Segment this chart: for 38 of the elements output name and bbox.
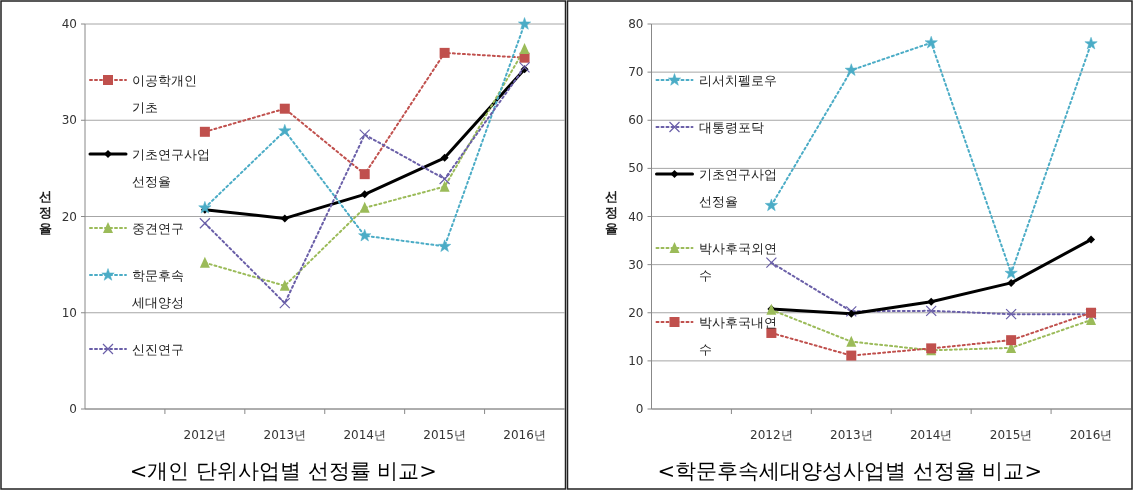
y-tick-label: 30 bbox=[61, 113, 77, 128]
y-tick-label: 80 bbox=[628, 17, 644, 31]
x-tick-label: 2014년 bbox=[909, 428, 953, 442]
x-tick-label: 2012년 bbox=[183, 428, 227, 442]
legend-label: 이공학개인 기초 bbox=[132, 73, 197, 115]
y-tick-label: 40 bbox=[628, 209, 644, 224]
y-tick-label: 20 bbox=[61, 209, 77, 224]
x-tick-label: 2015년 bbox=[423, 428, 466, 442]
legend-label: 학문후속 세대양성 bbox=[132, 268, 184, 310]
y-tick-label: 30 bbox=[628, 257, 644, 272]
y-tick-label: 10 bbox=[61, 305, 77, 320]
legend-label: 박사후국내연수 bbox=[698, 315, 777, 357]
x-tick-label: 2012년 bbox=[750, 428, 793, 442]
y-tick-label: 50 bbox=[628, 161, 644, 176]
y-axis-title: 선정율 bbox=[605, 188, 618, 236]
x-tick-label: 2015년 bbox=[989, 428, 1033, 442]
x-tick-label: 2016년 bbox=[503, 428, 546, 442]
legend-label: 중견연구 bbox=[132, 221, 184, 236]
legend-label: 기초연구사업 선정율 bbox=[132, 147, 210, 189]
x-tick-label: 2016년 bbox=[1069, 428, 1113, 442]
y-tick-label: 0 bbox=[69, 402, 77, 416]
legend-label: 박사후국외연수 bbox=[698, 241, 777, 283]
y-tick-label: 0 bbox=[635, 402, 644, 416]
legend-label: 신진연구 bbox=[132, 342, 184, 357]
y-tick-label: 20 bbox=[628, 305, 644, 320]
y-axis-title: 선정율 bbox=[38, 188, 52, 236]
y-tick-label: 10 bbox=[628, 353, 644, 368]
x-tick-label: 2014년 bbox=[343, 428, 386, 442]
x-tick-label: 2013년 bbox=[263, 428, 307, 442]
y-tick-label: 40 bbox=[61, 17, 77, 31]
text: <학문후속세대양성사업별 선정율 비교> bbox=[657, 459, 1043, 483]
y-tick-label: 70 bbox=[628, 65, 644, 80]
legend-label: 기초연구사업 선정율 bbox=[698, 167, 777, 209]
x-tick-label: 2013년 bbox=[830, 428, 873, 442]
legend-label: 리서치펠로우 bbox=[698, 73, 777, 88]
text: <개인 단위사업별 선정률 비교> bbox=[129, 459, 437, 483]
y-tick-label: 60 bbox=[628, 113, 644, 128]
legend-label: 대통령포닥 bbox=[698, 120, 764, 135]
